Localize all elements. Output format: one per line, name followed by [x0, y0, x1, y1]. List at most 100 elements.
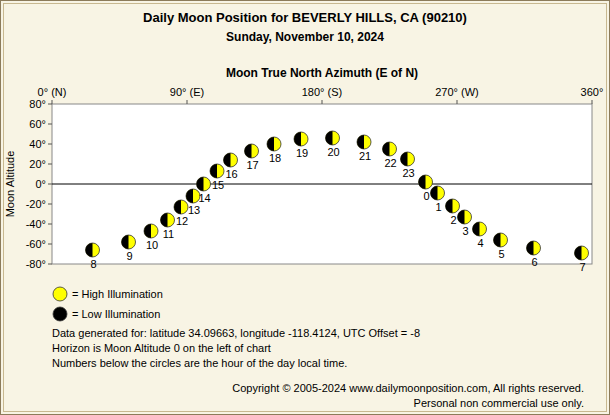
moon-point	[383, 142, 397, 156]
moon-shadow	[86, 243, 93, 257]
hour-label: 7	[579, 261, 585, 273]
moon-shadow	[326, 131, 333, 145]
hour-label: 3	[462, 225, 468, 237]
moon-point	[326, 131, 340, 145]
hour-label: 21	[359, 150, 371, 162]
moon-shadow	[186, 189, 193, 203]
x-tick	[187, 100, 188, 104]
moon-point	[197, 177, 211, 191]
x-tick-label: 270° (W)	[435, 86, 479, 98]
hour-label: 15	[212, 179, 224, 191]
y-tick	[48, 244, 52, 245]
moon-shadow	[401, 152, 408, 166]
note: Data generated for: latitude 34.09663, l…	[52, 327, 420, 339]
hour-label: 19	[296, 147, 308, 159]
moon-shadow	[210, 164, 217, 178]
moon-shadow	[575, 246, 582, 260]
moon-point	[494, 233, 508, 247]
x-tick	[592, 100, 593, 104]
y-tick	[48, 204, 52, 205]
moon-shadow	[294, 132, 301, 146]
hour-label: 6	[531, 256, 537, 268]
moon-point	[357, 135, 371, 149]
moon-point	[210, 164, 224, 178]
moon-shadow	[245, 144, 252, 158]
chart: Daily Moon Position for BEVERLY HILLS, C…	[0, 0, 610, 415]
moon-point	[419, 175, 433, 189]
title: Daily Moon Position for BEVERLY HILLS, C…	[143, 10, 467, 25]
moon-shadow	[383, 142, 390, 156]
y-tick-label: -20°	[26, 198, 46, 210]
hour-label: 13	[188, 204, 200, 216]
hour-label: 9	[126, 250, 132, 262]
y-tick	[48, 104, 52, 105]
x-axis-title: Moon True North Azimuth (E of N)	[226, 66, 418, 80]
y-tick	[48, 184, 52, 185]
moon-point	[446, 199, 460, 213]
hour-label: 11	[163, 228, 174, 240]
x-tick-label: 0° (N)	[38, 86, 67, 98]
legend-swatch	[53, 307, 67, 321]
moon-point	[122, 235, 136, 249]
y-axis-title: Moon Altitude	[4, 151, 16, 218]
hour-label: 23	[402, 167, 414, 179]
moon-shadow	[161, 213, 168, 227]
subtitle: Sunday, November 10, 2024	[226, 30, 384, 44]
x-tick-label: 90° (E)	[170, 86, 204, 98]
moon-point	[224, 153, 238, 167]
x-tick	[52, 100, 53, 104]
moon-shadow	[224, 153, 231, 167]
moon-shadow	[431, 186, 438, 200]
hour-label: 5	[498, 248, 504, 260]
moon-shadow	[144, 224, 151, 238]
hour-label: 0	[423, 190, 429, 202]
x-tick-label: 180° (S)	[302, 86, 342, 98]
moon-shadow	[494, 233, 501, 247]
x-tick	[322, 100, 323, 104]
moon-point	[161, 213, 175, 227]
hour-label: 10	[146, 239, 158, 251]
hour-label: 1	[435, 201, 441, 213]
moon-point	[575, 246, 589, 260]
moon-shadow	[357, 135, 364, 149]
horizon-line	[52, 184, 592, 185]
x-tick-label: 360°	[581, 86, 604, 98]
y-tick	[48, 124, 52, 125]
moon-point	[458, 210, 472, 224]
y-tick	[48, 224, 52, 225]
moon-shadow	[174, 200, 181, 214]
hour-label: 18	[269, 152, 281, 164]
moon-shadow	[527, 241, 534, 255]
y-tick	[48, 264, 52, 265]
note: Numbers below the circles are the hour o…	[52, 357, 347, 369]
legend-label: = High Illumination	[72, 288, 163, 300]
moon-shadow	[197, 177, 204, 191]
moon-shadow	[267, 137, 274, 151]
moon-point	[401, 152, 415, 166]
moon-shadow	[446, 199, 453, 213]
moon-point	[527, 241, 541, 255]
hour-label: 17	[246, 159, 258, 171]
hour-label: 14	[198, 192, 210, 204]
moon-shadow	[473, 222, 480, 236]
y-tick-label: 80°	[29, 98, 46, 110]
hour-label: 20	[327, 146, 339, 158]
background	[1, 1, 610, 415]
hour-label: 2	[450, 214, 456, 226]
hour-label: 4	[477, 237, 483, 249]
y-tick-label: 60°	[29, 118, 46, 130]
y-tick-label: 0°	[35, 178, 46, 190]
y-tick-label: -80°	[26, 258, 46, 270]
moon-shadow	[458, 210, 465, 224]
y-tick	[48, 144, 52, 145]
hour-label: 12	[176, 215, 188, 227]
moon-shadow	[419, 175, 426, 189]
points	[86, 131, 589, 260]
moon-point	[267, 137, 281, 151]
y-tick-label: -40°	[26, 218, 46, 230]
x-tick	[457, 100, 458, 104]
y-tick-label: 40°	[29, 138, 46, 150]
hour-label: 16	[225, 168, 237, 180]
moon-point	[86, 243, 100, 257]
y-tick-label: -60°	[26, 238, 46, 250]
